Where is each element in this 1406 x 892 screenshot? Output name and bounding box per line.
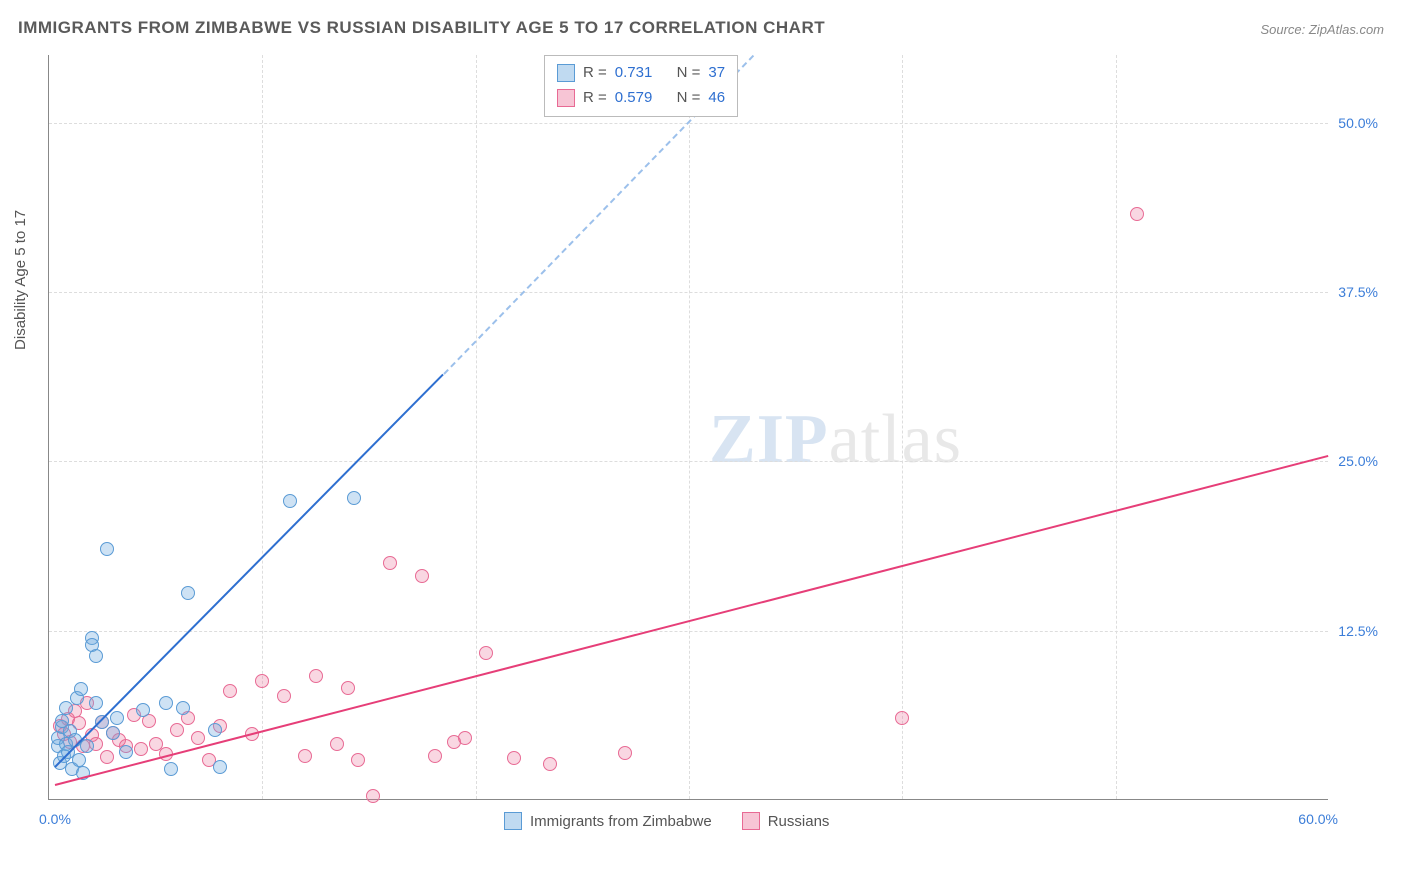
y-tick-label: 25.0%: [1328, 453, 1378, 469]
scatter-point: [507, 751, 521, 765]
y-tick-label: 50.0%: [1328, 115, 1378, 131]
scatter-point: [213, 760, 227, 774]
legend-item-blue: Immigrants from Zimbabwe: [504, 812, 712, 830]
scatter-point: [479, 646, 493, 660]
legend-swatch-pink-icon: [742, 812, 760, 830]
scatter-point: [458, 731, 472, 745]
scatter-point: [208, 723, 222, 737]
x-axis-max-label: 60.0%: [1298, 811, 1338, 827]
swatch-blue-icon: [557, 64, 575, 82]
gridline-vertical: [689, 55, 690, 799]
scatter-point: [110, 711, 124, 725]
watermark: ZIPatlas: [709, 400, 962, 480]
scatter-point: [543, 757, 557, 771]
scatter-point: [255, 674, 269, 688]
legend: Immigrants from Zimbabwe Russians: [504, 812, 829, 830]
scatter-point: [176, 701, 190, 715]
y-axis-label: Disability Age 5 to 17: [12, 210, 29, 350]
scatter-point: [428, 749, 442, 763]
scatter-point: [341, 681, 355, 695]
trendline: [55, 374, 445, 768]
scatter-point: [277, 689, 291, 703]
chart-title: IMMIGRANTS FROM ZIMBABWE VS RUSSIAN DISA…: [18, 18, 825, 38]
stats-row-pink: R = 0.579 N = 46: [557, 86, 725, 111]
scatter-point: [106, 726, 120, 740]
scatter-point: [89, 649, 103, 663]
scatter-point: [223, 684, 237, 698]
scatter-point: [191, 731, 205, 745]
gridline-vertical: [1116, 55, 1117, 799]
scatter-point: [1130, 207, 1144, 221]
scatter-point: [119, 745, 133, 759]
swatch-pink-icon: [557, 89, 575, 107]
scatter-point: [170, 723, 184, 737]
x-axis-origin-label: 0.0%: [39, 811, 71, 827]
legend-label: Russians: [768, 813, 830, 830]
source-attribution: Source: ZipAtlas.com: [1260, 22, 1384, 37]
gridline-vertical: [902, 55, 903, 799]
scatter-point: [366, 789, 380, 803]
y-tick-label: 12.5%: [1328, 623, 1378, 639]
scatter-point: [72, 753, 86, 767]
scatter-point: [415, 569, 429, 583]
gridline-vertical: [476, 55, 477, 799]
legend-swatch-blue-icon: [504, 812, 522, 830]
scatter-point: [89, 696, 103, 710]
scatter-point: [347, 491, 361, 505]
scatter-point: [80, 739, 94, 753]
scatter-point: [895, 711, 909, 725]
scatter-point: [59, 701, 73, 715]
scatter-point: [351, 753, 365, 767]
scatter-point: [74, 682, 88, 696]
plot-region: ZIPatlas R = 0.731 N = 37 R = 0.579 N = …: [48, 55, 1328, 800]
scatter-point: [618, 746, 632, 760]
stats-row-blue: R = 0.731 N = 37: [557, 61, 725, 86]
trendline: [55, 455, 1329, 786]
scatter-point: [181, 586, 195, 600]
scatter-point: [383, 556, 397, 570]
scatter-point: [100, 542, 114, 556]
scatter-point: [330, 737, 344, 751]
y-tick-label: 37.5%: [1328, 284, 1378, 300]
scatter-point: [134, 742, 148, 756]
scatter-point: [298, 749, 312, 763]
scatter-point: [159, 696, 173, 710]
scatter-point: [164, 762, 178, 776]
scatter-point: [309, 669, 323, 683]
correlation-stats-box: R = 0.731 N = 37 R = 0.579 N = 46: [544, 55, 738, 117]
legend-item-pink: Russians: [742, 812, 830, 830]
chart-area: ZIPatlas R = 0.731 N = 37 R = 0.579 N = …: [48, 55, 1378, 823]
legend-label: Immigrants from Zimbabwe: [530, 813, 712, 830]
scatter-point: [100, 750, 114, 764]
scatter-point: [283, 494, 297, 508]
scatter-point: [136, 703, 150, 717]
